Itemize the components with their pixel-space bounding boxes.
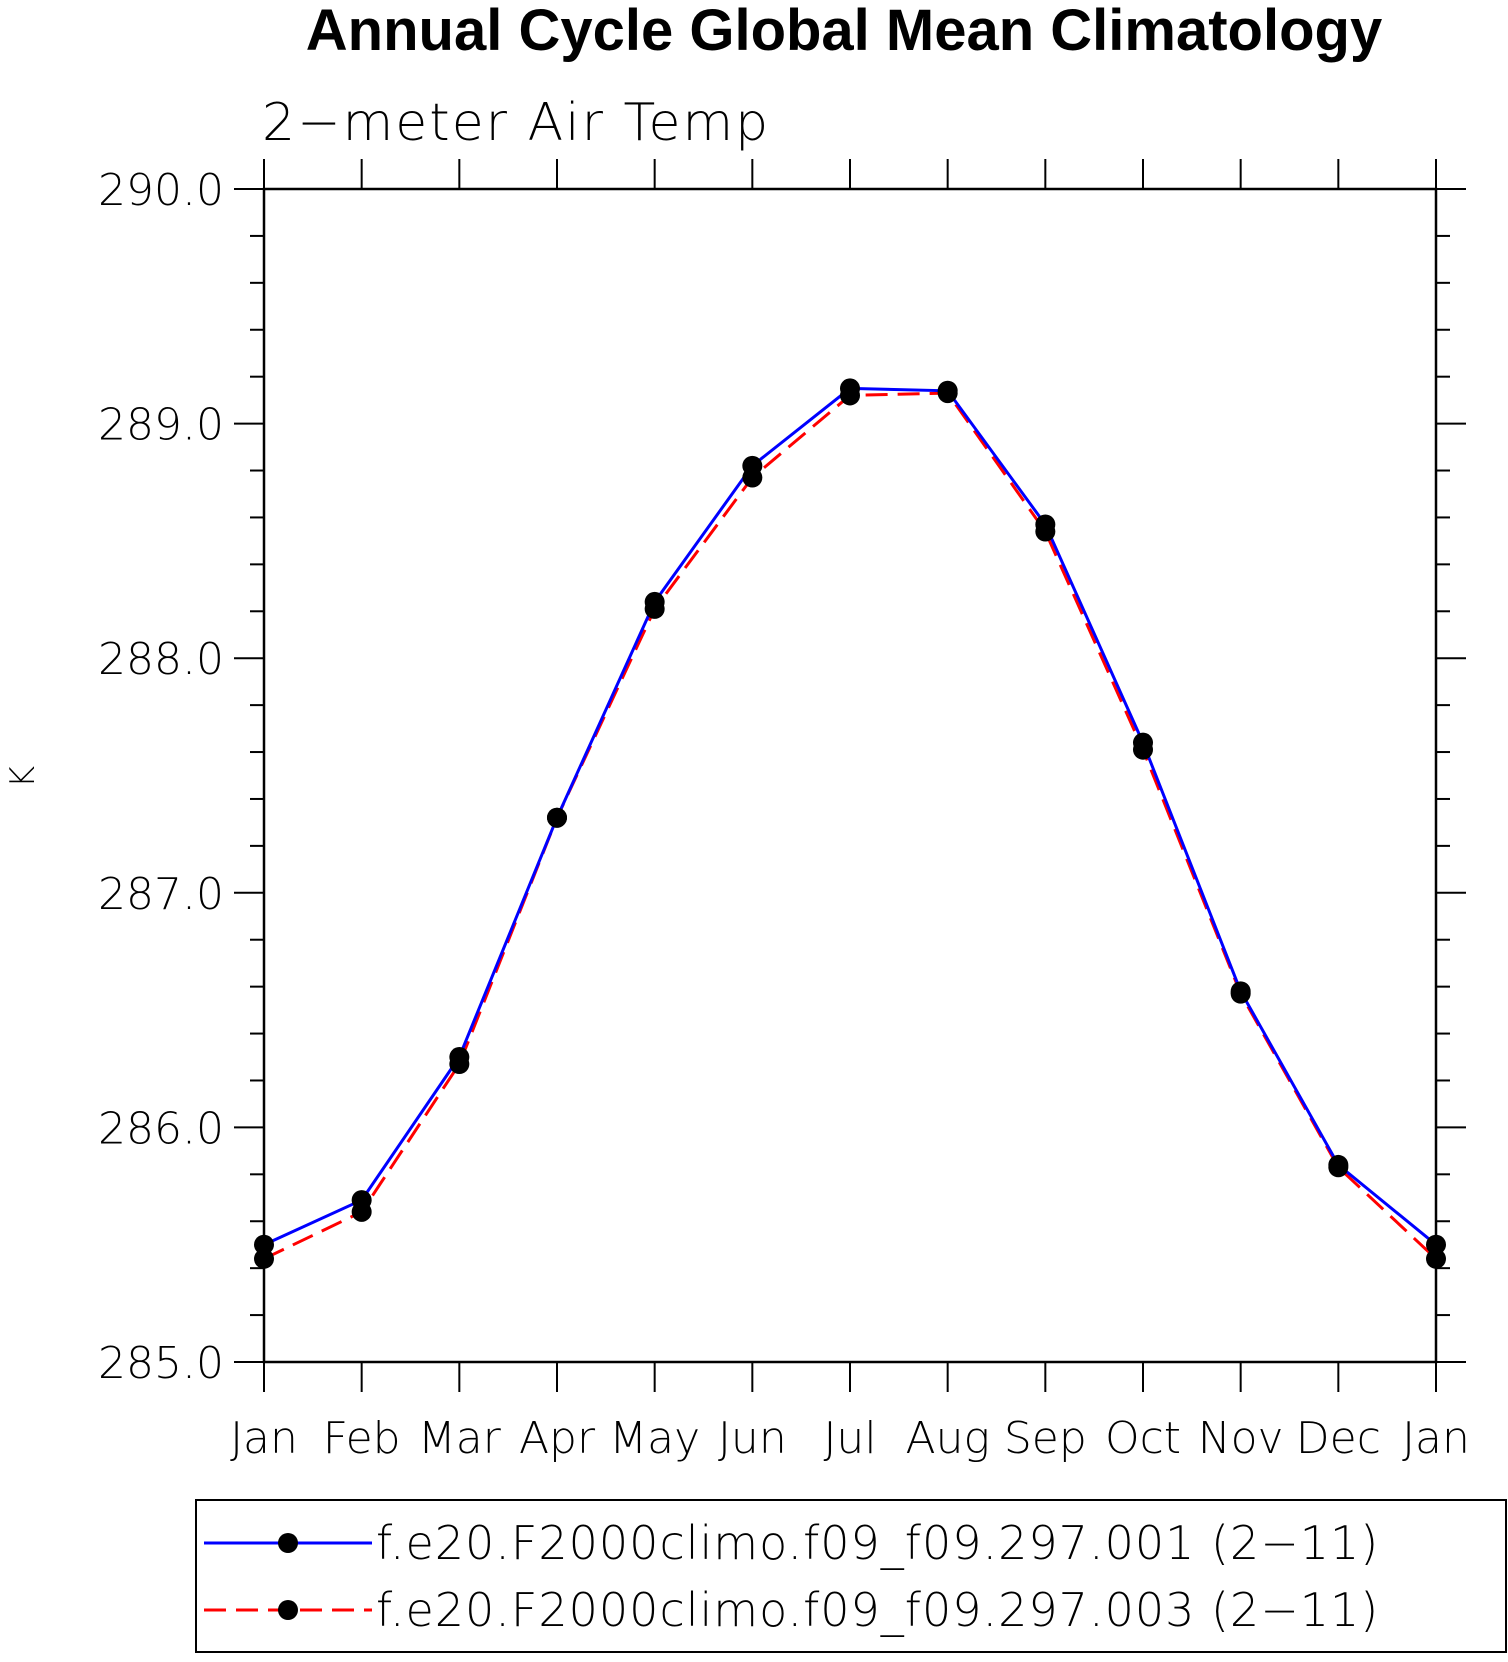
data-point xyxy=(1035,521,1056,542)
x-tick-label: Nov xyxy=(1198,1413,1284,1464)
y-tick-label: 290.0 xyxy=(98,165,224,216)
data-point xyxy=(254,1234,274,1255)
data-point xyxy=(547,807,567,828)
data-point xyxy=(254,1248,274,1269)
data-point xyxy=(742,467,763,488)
x-tick-label: Oct xyxy=(1105,1413,1181,1464)
data-point xyxy=(644,598,665,619)
chart-subtitle: 2−meter Air Temp xyxy=(262,93,770,153)
data-point xyxy=(449,1054,470,1075)
data-point xyxy=(840,385,860,406)
x-tick-label: Feb xyxy=(323,1413,401,1464)
y-tick-label: 285.0 xyxy=(98,1338,224,1389)
chart-title: Annual Cycle Global Mean Climatology xyxy=(306,0,1382,63)
axes: 285.0 286.0 287.0 288.0 289.0 290.0 Jan Feb Mar A… xyxy=(98,159,1470,1464)
series-layer xyxy=(254,378,1446,1269)
legend-marker xyxy=(278,1600,298,1620)
legend-box xyxy=(195,1499,1507,1653)
x-tick-label: Jun xyxy=(718,1413,787,1464)
data-point xyxy=(1133,739,1153,760)
data-point xyxy=(351,1201,372,1222)
series-line xyxy=(263,386,1437,1247)
y-tick-label: 289.0 xyxy=(98,400,224,451)
x-tick-label: Apr xyxy=(519,1413,596,1464)
y-tick-label: 287.0 xyxy=(98,869,224,920)
data-point xyxy=(1426,1234,1446,1255)
y-axis-label: K xyxy=(3,766,43,788)
x-tick-label: Dec xyxy=(1296,1413,1381,1464)
plot-frame xyxy=(262,187,1438,1364)
legend-label: f.e20.F2000climo.f09_f09.297.001 (2−11) xyxy=(376,1516,1379,1570)
x-tick-label: May xyxy=(609,1413,700,1464)
y-tick-label: 286.0 xyxy=(98,1103,224,1154)
y-tick-label: 288.0 xyxy=(98,634,224,685)
legend-label: f.e20.F2000climo.f09_f09.297.003 (2−11) xyxy=(376,1583,1379,1637)
data-point xyxy=(937,383,958,404)
x-tick-label: Sep xyxy=(1004,1413,1087,1464)
x-tick-label: Jul xyxy=(823,1413,876,1464)
x-tick-label: Mar xyxy=(418,1413,502,1464)
data-point xyxy=(1426,1248,1446,1269)
series-line xyxy=(263,391,1438,1261)
legend-marker xyxy=(278,1533,298,1553)
data-point xyxy=(1230,983,1251,1004)
legend: f.e20.F2000climo.f09_f09.297.001 (2−11) f… xyxy=(195,1499,1507,1653)
x-tick-label: Jan xyxy=(1402,1413,1470,1464)
data-point xyxy=(1328,1157,1349,1178)
x-tick-label: Jan xyxy=(230,1413,298,1464)
x-tick-label: Aug xyxy=(905,1413,989,1464)
